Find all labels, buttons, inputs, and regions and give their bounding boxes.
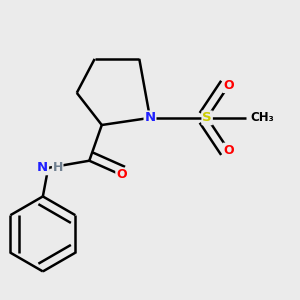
Text: S: S [202,111,212,124]
Text: O: O [223,79,234,92]
Text: O: O [223,143,234,157]
Text: N: N [37,161,48,174]
Text: O: O [116,169,127,182]
Text: H: H [52,161,63,174]
Text: N: N [144,111,156,124]
Text: CH₃: CH₃ [250,111,274,124]
